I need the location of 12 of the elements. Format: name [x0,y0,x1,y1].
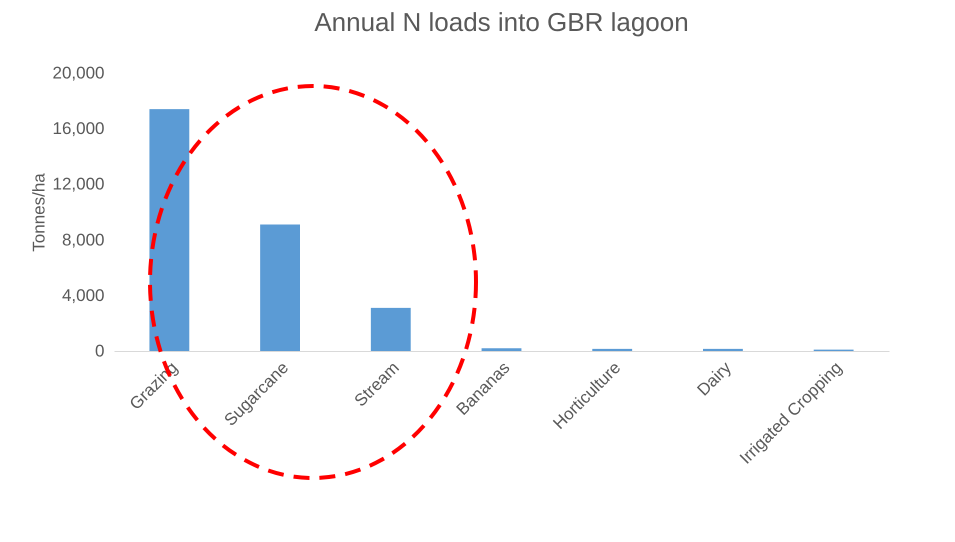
y-tick-label: 20,000 [52,64,104,82]
y-axis-title: Tonnes/ha [30,172,49,252]
y-tick-label: 16,000 [52,119,104,138]
bar [370,308,411,351]
y-tick-label: 0 [95,342,104,360]
y-tick-label: 4,000 [62,286,104,305]
bar [260,224,300,351]
y-tick-label: 12,000 [52,174,104,194]
bar [149,109,190,351]
y-tick-label: 8,000 [62,230,104,250]
bar [482,348,522,351]
chart-title: Annual N loads into GBR lagoon [314,7,689,37]
